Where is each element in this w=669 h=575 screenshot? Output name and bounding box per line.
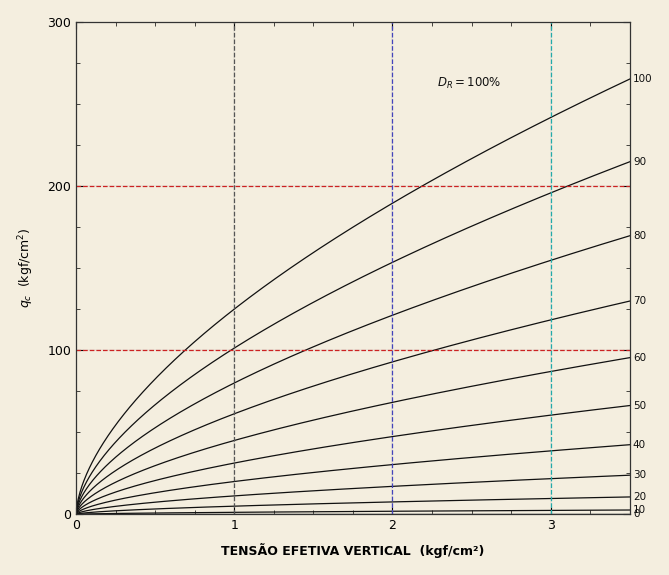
- Y-axis label: $q_c$  (kgf/cm$^2$): $q_c$ (kgf/cm$^2$): [17, 228, 36, 308]
- Text: 10: 10: [633, 505, 646, 515]
- Text: 60: 60: [633, 352, 646, 363]
- X-axis label: TENSÃO EFETIVA VERTICAL  (kgf/cm²): TENSÃO EFETIVA VERTICAL (kgf/cm²): [221, 543, 484, 558]
- Text: 30: 30: [633, 470, 646, 480]
- Text: 50: 50: [633, 401, 646, 411]
- Text: 80: 80: [633, 231, 646, 241]
- Text: 90: 90: [633, 157, 646, 167]
- Text: 70: 70: [633, 296, 646, 306]
- Text: 20: 20: [633, 492, 646, 502]
- Text: 0: 0: [633, 508, 640, 519]
- Text: 40: 40: [633, 440, 646, 450]
- Text: 100: 100: [633, 74, 652, 84]
- Text: $D_R = 100\%$: $D_R = 100\%$: [437, 75, 501, 91]
